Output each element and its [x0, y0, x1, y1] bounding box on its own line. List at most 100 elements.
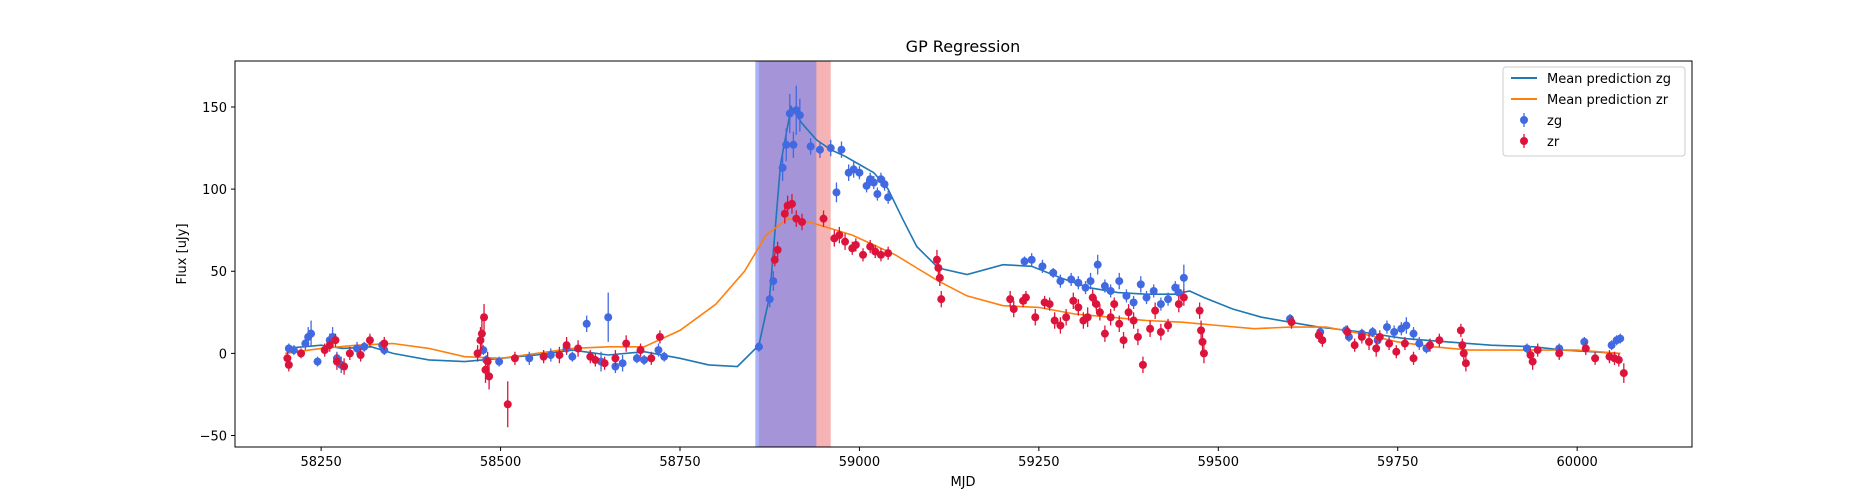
data-point [345, 349, 354, 358]
data-point [1149, 286, 1158, 295]
data-point [1195, 306, 1204, 315]
data-point [862, 181, 871, 190]
plot-area-frame [234, 60, 1693, 448]
data-point [1619, 369, 1628, 378]
x-tick-label: 58500 [480, 455, 521, 470]
data-point [1129, 316, 1138, 325]
data-point [1287, 318, 1296, 327]
x-tick-label: 59250 [1018, 455, 1059, 470]
data-point [785, 109, 794, 118]
data-point [1199, 349, 1208, 358]
data-point [815, 145, 824, 154]
data-point [1400, 339, 1409, 348]
data-point [1607, 341, 1616, 350]
data-point [1156, 300, 1165, 309]
data-point [360, 342, 369, 351]
data-point [353, 344, 362, 353]
data-point [1382, 323, 1391, 332]
data-point [1385, 339, 1394, 348]
x-tick-label: 58250 [300, 455, 341, 470]
data-point [1074, 278, 1083, 287]
data-point [1122, 291, 1131, 300]
data-point [555, 351, 564, 360]
data-point [1009, 305, 1018, 314]
data-point [340, 362, 349, 371]
data-point [876, 250, 885, 259]
data-point [1174, 300, 1183, 309]
data-point [495, 357, 504, 366]
data-point [1409, 354, 1418, 363]
data-point [1456, 326, 1465, 335]
data-point [1129, 298, 1138, 307]
data-point [1031, 313, 1040, 322]
data-point [618, 359, 627, 368]
data-point [1318, 336, 1327, 345]
data-point [1050, 316, 1059, 325]
data-point [1062, 313, 1071, 322]
data-point [1365, 337, 1374, 346]
data-point [600, 359, 609, 368]
data-point [660, 352, 669, 361]
data-point [1156, 328, 1165, 337]
data-point [1426, 341, 1435, 350]
data-point [289, 346, 298, 355]
data-point [789, 140, 798, 149]
data-point [1368, 328, 1377, 337]
data-point [1616, 334, 1625, 343]
data-point [1074, 303, 1083, 312]
data-point [1045, 300, 1054, 309]
data-point [1522, 344, 1531, 353]
data-point [332, 357, 341, 366]
data-point [770, 255, 779, 264]
data-point [1020, 257, 1029, 266]
data-point [473, 349, 482, 358]
data-point [1580, 337, 1589, 346]
legend-swatch-marker [1520, 137, 1528, 145]
data-point [356, 351, 365, 360]
data-point [835, 231, 844, 240]
y-tick-label: 100 [202, 183, 227, 198]
data-point [880, 180, 889, 189]
data-point [313, 357, 322, 366]
data-point [769, 277, 778, 286]
data-point [297, 349, 306, 358]
legend-label: zr [1547, 135, 1560, 150]
data-point [841, 237, 850, 246]
data-point [1415, 339, 1424, 348]
series-points-zr [283, 194, 1628, 428]
data-point [1409, 329, 1418, 338]
data-point [851, 240, 860, 249]
data-point [798, 217, 807, 226]
data-point [1119, 336, 1128, 345]
data-point [935, 273, 944, 282]
chart-title: GP Regression [906, 37, 1021, 56]
data-point [365, 336, 374, 345]
data-point [1086, 277, 1095, 286]
data-point [934, 263, 943, 272]
y-tick-label: 0 [219, 347, 227, 362]
data-point [837, 145, 846, 154]
data-point [1151, 306, 1160, 315]
data-point [1614, 355, 1623, 364]
data-point [795, 111, 804, 120]
data-point [782, 140, 791, 149]
data-point [1390, 328, 1399, 337]
data-point [884, 249, 893, 258]
data-point [765, 295, 774, 304]
data-point [1164, 295, 1173, 304]
data-point [873, 190, 882, 199]
data-point [476, 336, 485, 345]
legend: Mean prediction zg Mean prediction zr zg zr [1502, 66, 1686, 157]
data-point [331, 336, 340, 345]
data-point [1115, 277, 1124, 286]
data-point [1350, 341, 1359, 350]
data-point [568, 352, 577, 361]
data-point [884, 193, 893, 202]
data-point [937, 295, 946, 304]
data-point [325, 341, 334, 350]
data-point [1088, 293, 1097, 302]
data-point [778, 163, 787, 172]
data-point [477, 329, 486, 338]
shaded-region-1 [755, 61, 817, 447]
